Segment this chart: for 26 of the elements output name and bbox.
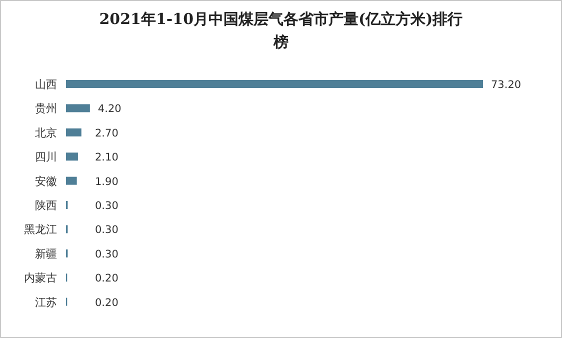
data-label: 0.20: [95, 272, 118, 285]
data-label: 0.30: [95, 200, 118, 212]
bar: [66, 80, 483, 88]
chart-title: 2021年1-10月中国煤层气各省市产量(亿立方米)排行榜: [99, 10, 463, 51]
data-label: 0.20: [95, 296, 118, 309]
data-label: 2.10: [95, 152, 118, 164]
bar: [66, 176, 77, 185]
y-tick-label: 陕西: [35, 199, 57, 212]
data-label: 2.70: [95, 127, 118, 140]
y-tick-label: 四川: [35, 150, 57, 164]
bar: [66, 104, 90, 112]
bar: [66, 152, 78, 161]
data-label: 0.30: [95, 248, 118, 260]
y-tick-label: 新疆: [35, 247, 57, 260]
y-tick-label: 安徽: [35, 174, 57, 188]
data-label: 73.20: [491, 79, 522, 91]
y-tick-label: 山西: [35, 78, 57, 91]
bar: [66, 128, 82, 136]
y-tick-label: 贵州: [35, 102, 57, 116]
data-label: 1.90: [95, 176, 118, 188]
data-label: 0.30: [95, 224, 118, 236]
data-label: 4.20: [98, 103, 122, 116]
y-tick-label: 黑龙江: [24, 223, 57, 236]
y-tick-label: 北京: [35, 126, 57, 140]
y-tick-label: 内蒙古: [24, 272, 57, 285]
y-tick-label: 江苏: [35, 296, 57, 309]
